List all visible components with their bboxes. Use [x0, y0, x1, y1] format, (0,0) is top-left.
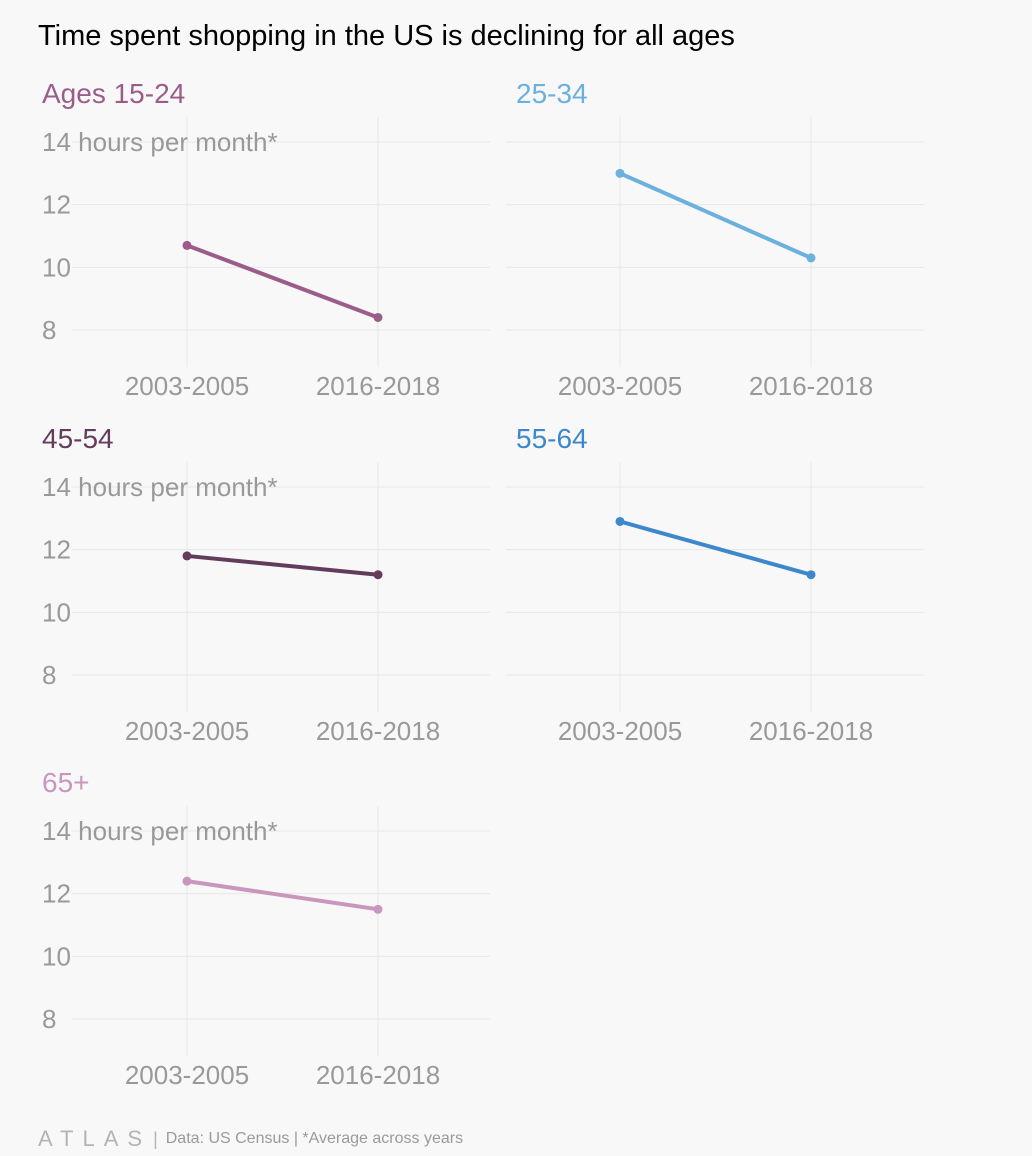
data-point — [806, 570, 816, 580]
footer-note: *Average across years — [302, 1130, 464, 1147]
panel-title: 25-34 — [516, 78, 588, 109]
x-tick-label: 2003-2005 — [125, 716, 249, 746]
y-tick-label: 10 — [42, 252, 71, 282]
panel-svg: 65+ 8 10 12 14 hours per month* 2003-2005 2016… — [42, 767, 490, 1090]
x-tick-label: 2016-2018 — [749, 371, 873, 401]
data-point — [615, 168, 625, 178]
panel-title: Ages 15-24 — [42, 78, 185, 109]
y-tick-label: 12 — [42, 879, 71, 909]
panel-ages-15-24: Ages 15-24 8 10 12 14 hours per month* 2003-2… — [0, 75, 500, 405]
series-line — [185, 553, 380, 577]
x-tick-label: 2003-2005 — [558, 371, 682, 401]
panel-ages-25-34: 25-34 2003-2005 2016-2018 — [476, 75, 976, 405]
footer: ATLAS | Data: US Census | *Average acros… — [38, 1126, 463, 1152]
panel-title: 65+ — [42, 767, 90, 798]
series-line — [185, 243, 380, 320]
panel-title: 45-54 — [42, 423, 114, 454]
data-point — [806, 253, 816, 263]
panel-title: 55-64 — [516, 423, 588, 454]
y-tick-label: 10 — [42, 941, 71, 971]
y-tick-label-with-unit: 14 hours per month* — [42, 472, 278, 502]
data-point — [373, 570, 383, 580]
y-tick-label: 12 — [42, 190, 71, 220]
panel-svg: Ages 15-24 8 10 12 14 hours per month* 2003-2… — [42, 78, 490, 401]
footer-separator: | — [153, 1128, 158, 1149]
panel-svg: 25-34 2003-2005 2016-2018 — [506, 78, 924, 401]
x-tick-label: 2016-2018 — [316, 716, 440, 746]
panel-svg: 45-54 8 10 12 14 hours per month* 2003-2005 20… — [42, 423, 490, 746]
series-line — [618, 519, 813, 577]
x-tick-label: 2016-2018 — [749, 716, 873, 746]
y-tick-label: 8 — [42, 315, 56, 345]
y-tick-label: 10 — [42, 597, 71, 627]
y-tick-label: 8 — [42, 1004, 56, 1034]
footer-data-label: Data: — [165, 1130, 204, 1147]
x-tick-label: 2003-2005 — [125, 1060, 249, 1090]
panel-svg: 55-64 2003-2005 2016-2018 — [506, 423, 924, 746]
atlas-logo: ATLAS — [38, 1126, 152, 1151]
y-tick-label-with-unit: 14 hours per month* — [42, 816, 278, 846]
x-tick-label: 2016-2018 — [316, 371, 440, 401]
data-point — [182, 551, 192, 561]
data-point — [615, 516, 625, 526]
data-point — [182, 240, 192, 250]
y-tick-label: 8 — [42, 660, 56, 690]
x-tick-label: 2003-2005 — [558, 716, 682, 746]
chart-title: Time spent shopping in the US is declini… — [38, 20, 735, 52]
data-point — [373, 312, 383, 322]
footer-pipe: | — [289, 1130, 303, 1147]
y-tick-label: 12 — [42, 535, 71, 565]
series-line — [185, 879, 380, 912]
x-tick-label: 2003-2005 — [125, 371, 249, 401]
x-tick-label: 2016-2018 — [316, 1060, 440, 1090]
data-point — [373, 904, 383, 914]
footer-source: US Census — [208, 1130, 290, 1147]
data-point — [182, 876, 192, 886]
y-tick-label-with-unit: 14 hours per month* — [42, 127, 278, 157]
series-line — [618, 171, 813, 260]
panel-ages-55-64: 55-64 2003-2005 2016-2018 — [476, 420, 976, 750]
panel-ages-65-plus: 65+ 8 10 12 14 hours per month* 2003-2005 2016… — [0, 764, 500, 1094]
panel-ages-45-54: 45-54 8 10 12 14 hours per month* 2003-2005 20… — [0, 420, 500, 750]
